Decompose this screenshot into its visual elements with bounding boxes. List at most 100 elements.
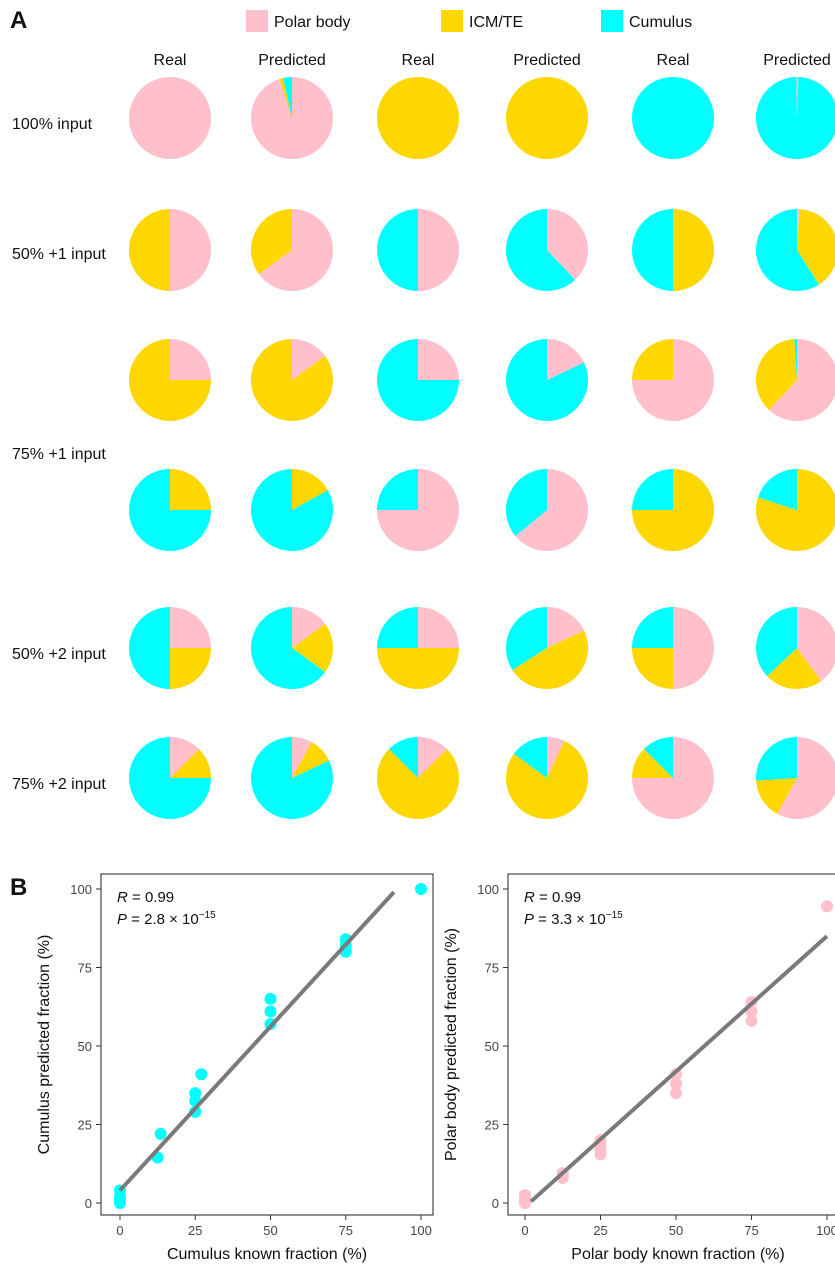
stat-r: R = 0.99	[117, 889, 174, 906]
pie-chart	[632, 77, 714, 159]
pie-slice-icm	[129, 209, 170, 291]
pie-chart	[506, 209, 588, 292]
pie-slice-polar	[797, 77, 799, 118]
x-axis-title: Cumulus known fraction (%)	[167, 1246, 367, 1263]
pie-chart	[129, 607, 211, 689]
legend-label: Cumulus	[629, 14, 692, 31]
pie-chart	[506, 339, 588, 421]
column-header: Real	[402, 52, 435, 69]
pie-slice-cumulus	[377, 469, 418, 510]
pie-slice-icm	[292, 623, 333, 673]
regression-line	[118, 890, 396, 1192]
stat-r: R = 0.99	[524, 889, 581, 906]
x-tick-label: 100	[816, 1223, 835, 1238]
pie-slice-icm	[170, 469, 211, 510]
x-tick-label: 25	[593, 1223, 607, 1238]
y-tick-label: 50	[485, 1039, 499, 1054]
pie-slice-icm	[506, 77, 588, 159]
pie-slice-icm	[251, 209, 292, 275]
pie-slice-icm	[377, 749, 459, 819]
legend: Polar body ICM/TE Cumulus	[246, 10, 692, 32]
pie-slice-cumulus	[756, 77, 835, 159]
panel-b-letter: B	[10, 874, 27, 901]
pie-slice-polar	[418, 339, 459, 380]
pie-slice-polar	[768, 339, 835, 421]
x-tick-label: 75	[744, 1223, 758, 1238]
pie-chart	[377, 469, 459, 551]
row-label: 75% +1 input	[12, 446, 106, 463]
pie-slice-icm	[170, 749, 211, 778]
pie-slice-polar	[170, 339, 211, 380]
pie-slice-icm	[170, 648, 211, 689]
legend-label: ICM/TE	[469, 14, 523, 31]
y-tick-label: 0	[492, 1196, 499, 1211]
pie-slice-cumulus	[250, 737, 333, 819]
pie-slice-icm	[292, 742, 330, 778]
pie-slice-cumulus	[632, 209, 673, 291]
pie-slice-polar	[418, 209, 459, 291]
pie-chart	[756, 77, 835, 159]
pie-slice-icm	[767, 648, 822, 689]
pie-chart	[377, 737, 459, 819]
x-tick-label: 0	[116, 1223, 123, 1238]
pie-chart	[756, 469, 835, 551]
y-tick-label: 50	[78, 1039, 92, 1054]
pie-slice-icm	[506, 740, 588, 819]
pie-slice-polar	[547, 209, 588, 280]
pie-slice-cumulus	[505, 469, 547, 537]
pie-chart	[250, 469, 334, 551]
pie-slice-polar	[170, 209, 211, 291]
pie-slice-cumulus	[129, 737, 211, 819]
pie-chart	[129, 209, 211, 291]
pie-slice-cumulus	[129, 607, 170, 689]
pie-slice-cumulus	[283, 77, 292, 118]
plot-frame	[507, 873, 835, 1216]
x-tick-label: 0	[521, 1223, 528, 1238]
pie-slice-icm	[129, 339, 211, 421]
pie-slice-polar	[129, 77, 211, 159]
pie-slice-icm	[756, 339, 797, 410]
pie-chart	[377, 339, 459, 421]
y-axis-title: Polar body predicted fraction (%)	[443, 928, 460, 1161]
pie-chart	[377, 209, 459, 291]
y-tick-label: 75	[78, 961, 92, 976]
pie-slice-cumulus	[632, 469, 673, 510]
pie-slice-polar	[547, 607, 585, 648]
polar-body-scatter-plot: 0 25 50 75 100 0 25 50 75 100 Polar body known fra…	[443, 873, 835, 1263]
pie-slice-cumulus	[758, 469, 797, 510]
data-point	[154, 1127, 167, 1140]
pie-slice-cumulus	[506, 339, 588, 421]
legend-item: Polar body	[246, 10, 351, 32]
pie-slice-icm	[797, 209, 835, 285]
pie-slice-icm	[756, 778, 797, 814]
pie-slice-polar	[170, 737, 199, 778]
pie-slice-cumulus	[505, 607, 547, 670]
pie-slice-cumulus	[250, 469, 334, 551]
data-point	[415, 883, 427, 895]
data-point	[670, 1077, 682, 1090]
cumulus-scatter-plot: 0 25 50 75 100 0 25 50 75 100 Cumulus known fracti…	[36, 873, 434, 1263]
pie-slice-cumulus	[644, 737, 673, 778]
legend-swatch	[441, 10, 463, 32]
pie-slice-polar	[292, 607, 326, 648]
pie-slice-icm	[512, 630, 588, 689]
pie-chart	[377, 607, 459, 689]
pie-slice-cumulus	[129, 469, 211, 551]
pie-slice-cumulus	[513, 737, 547, 778]
pie-slice-cumulus	[377, 339, 459, 421]
pie-chart	[251, 606, 333, 689]
pie-slice-icm	[377, 77, 459, 159]
row-label: 75% +2 input	[12, 776, 106, 793]
data-point	[670, 1087, 682, 1100]
pie-chart	[506, 77, 588, 159]
plot-frame	[100, 873, 434, 1216]
pie-slice-icm	[292, 469, 328, 510]
y-tick-label: 25	[78, 1118, 92, 1133]
legend-label: Polar body	[274, 14, 351, 31]
pie-chart	[250, 737, 333, 819]
column-headers: Real Predicted Real Predicted Real Predicted	[154, 52, 831, 69]
pie-slice-cumulus	[389, 737, 418, 778]
x-tick-label: 50	[263, 1223, 277, 1238]
pie-slice-polar	[515, 469, 588, 551]
